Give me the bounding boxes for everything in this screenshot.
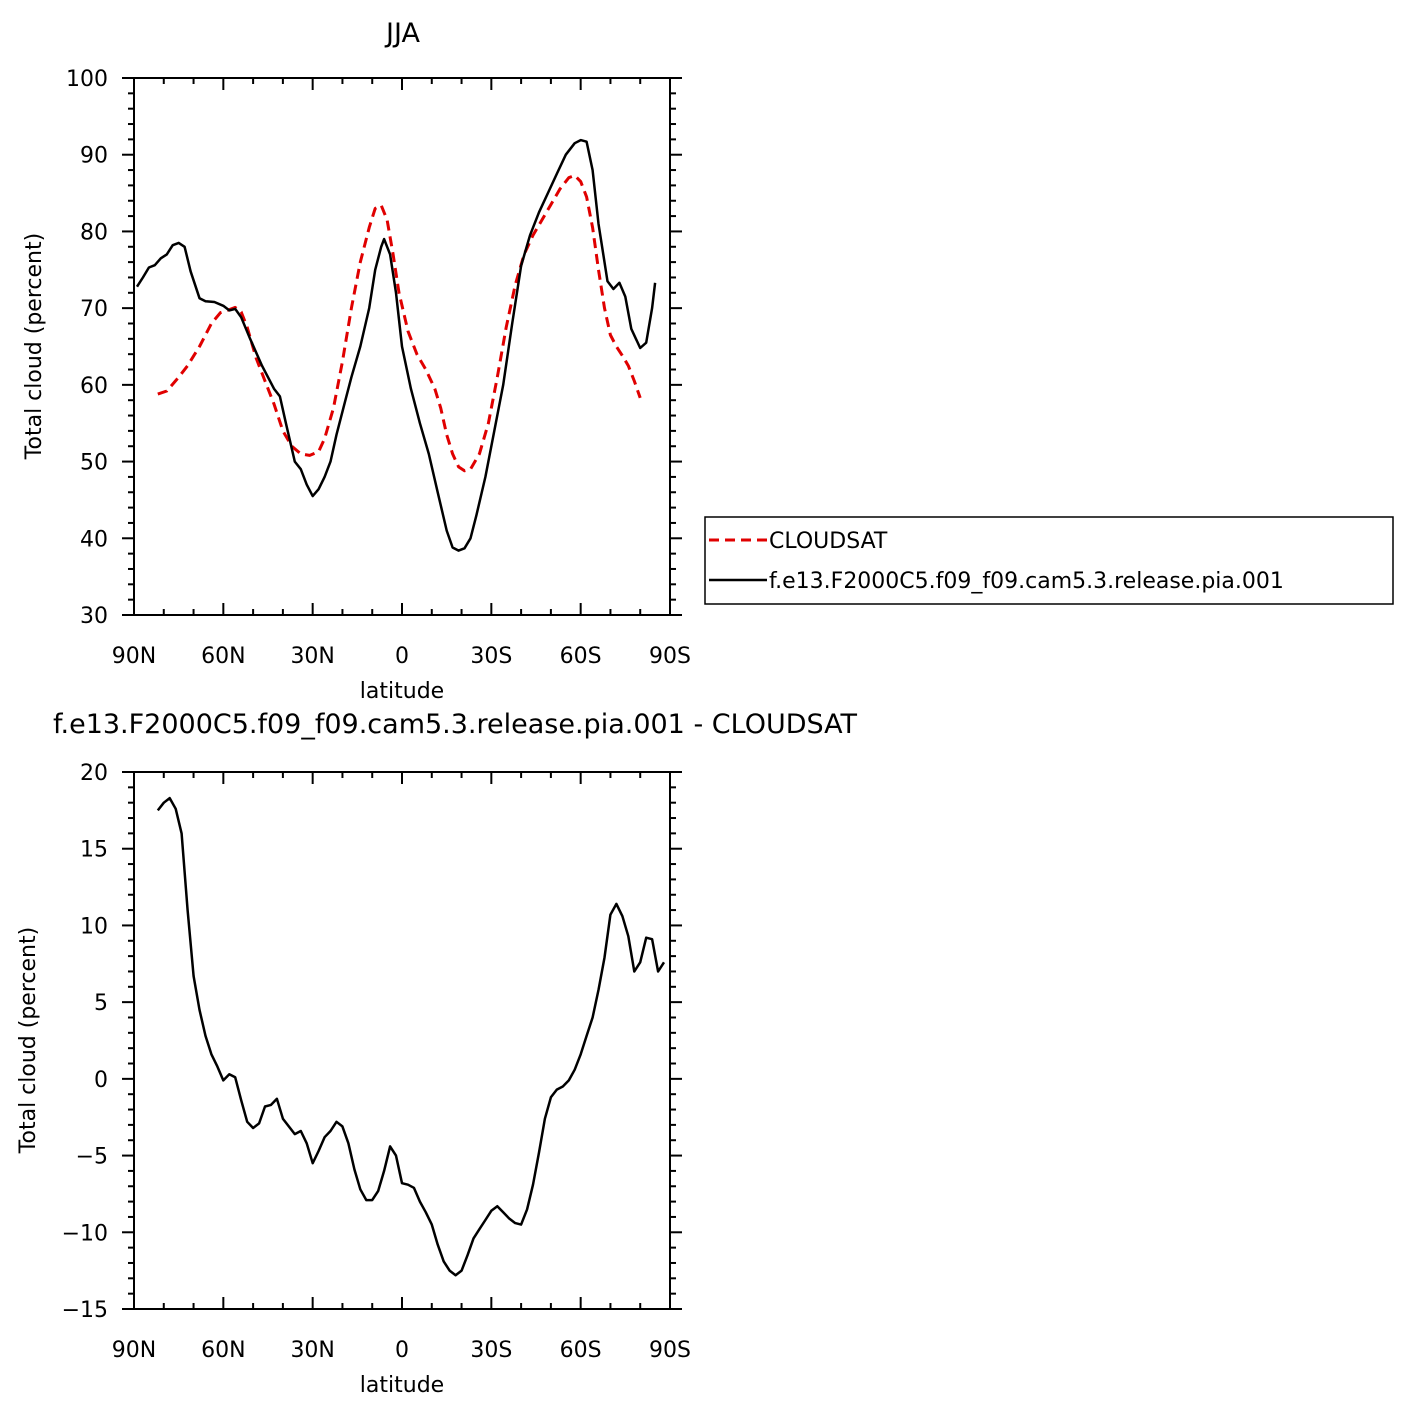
bottom-plot-frame [133, 771, 671, 1310]
bottom-y-tick-label: 0 [94, 1068, 108, 1093]
top-y-tick-label: 30 [80, 604, 108, 629]
bottom-y-tick-label: 20 [80, 761, 108, 786]
top-y-axis-title: Total cloud (percent) [22, 233, 47, 460]
bottom-y-tick-label: 15 [80, 838, 108, 863]
bottom-y-axis-title: Total cloud (percent) [16, 927, 41, 1154]
top-y-tick-label: 80 [80, 220, 108, 245]
chart-title: JJA [384, 18, 420, 49]
top-y-tick-label: 60 [80, 374, 108, 399]
top-x-tick-label: 90N [112, 644, 156, 669]
bottom-x-tick-label: 0 [395, 1338, 409, 1363]
top-y-tick-label: 100 [66, 67, 108, 92]
bottom-x-tick-label: 30N [290, 1338, 334, 1363]
top-x-tick-label: 60N [201, 644, 245, 669]
legend-label-model: f.e13.F2000C5.f09_f09.cam5.3.release.pia… [769, 569, 1284, 594]
bottom-y-tick-label: 5 [94, 991, 108, 1016]
top-y-tick-label: 90 [80, 144, 108, 169]
top-x-tick-label: 60S [560, 644, 602, 669]
legend-box [704, 516, 1394, 605]
climatology-panel: JJA 90N 60N 30N 0 30S 60S 90S 30 40 50 60 70 80 90 10… [22, 18, 691, 704]
top-y-tick-label: 40 [80, 527, 108, 552]
top-x-axis-title: latitude [360, 679, 444, 704]
top-x-tick-label: 0 [395, 644, 409, 669]
top-x-tick-label: 30S [470, 644, 512, 669]
top-x-tick-labels: 90N 60N 30N 0 30S 60S 90S [112, 644, 691, 669]
model-series-line [135, 138, 657, 552]
cloudsat-series-line [157, 173, 642, 473]
difference-chart-title: f.e13.F2000C5.f09_f09.cam5.3.release.pia… [53, 709, 858, 740]
top-plot-frame [133, 77, 671, 616]
bottom-series-group [156, 796, 666, 1277]
difference-series-line [156, 796, 666, 1277]
difference-panel: f.e13.F2000C5.f09_f09.cam5.3.release.pia… [16, 709, 858, 1398]
legend-label-cloudsat: CLOUDSAT [769, 529, 888, 554]
bottom-y-tick-labels: −15 −10 −5 0 5 10 15 20 [62, 761, 108, 1323]
top-y-tick-labels: 30 40 50 60 70 80 90 100 [66, 67, 108, 629]
bottom-y-tick-label: −15 [62, 1298, 108, 1323]
bottom-x-tick-label: 90S [649, 1338, 691, 1363]
bottom-x-tick-label: 30S [470, 1338, 512, 1363]
bottom-x-tick-label: 60N [201, 1338, 245, 1363]
top-y-tick-label: 70 [80, 297, 108, 322]
bottom-y-tick-label: 10 [80, 914, 108, 939]
top-x-tick-label: 90S [649, 644, 691, 669]
bottom-x-tick-label: 60S [560, 1338, 602, 1363]
bottom-y-tick-label: −10 [62, 1221, 108, 1246]
top-y-tick-label: 50 [80, 451, 108, 476]
bottom-x-axis-title: latitude [360, 1373, 444, 1398]
top-series-group [135, 138, 657, 552]
legend: CLOUDSAT f.e13.F2000C5.f09_f09.cam5.3.re… [704, 516, 1394, 605]
bottom-x-tick-labels: 90N 60N 30N 0 30S 60S 90S [112, 1338, 691, 1363]
bottom-y-tick-label: −5 [76, 1145, 108, 1170]
bottom-x-tick-label: 90N [112, 1338, 156, 1363]
top-x-tick-label: 30N [290, 644, 334, 669]
